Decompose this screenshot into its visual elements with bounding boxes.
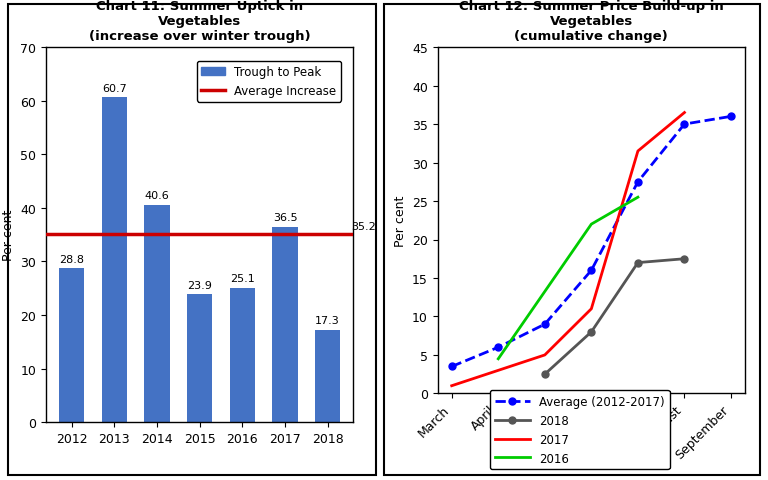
Bar: [101, 98, 127, 422]
Y-axis label: Per cent: Per cent: [394, 195, 406, 246]
Line: 2016: 2016: [498, 198, 638, 359]
2017: [540, 352, 549, 358]
Average (2012-2017): [727, 114, 736, 120]
2018: [680, 256, 689, 262]
Text: 17.3: 17.3: [316, 316, 340, 325]
Bar: [272, 227, 298, 422]
2018: [540, 372, 549, 377]
Title: Chart 11: Summer Uptick in
Vegetables
(increase over winter trough): Chart 11: Summer Uptick in Vegetables (i…: [89, 0, 310, 43]
Line: 2018: 2018: [541, 256, 688, 378]
Text: 40.6: 40.6: [144, 191, 170, 201]
2017: [447, 383, 456, 389]
Legend: Average (2012-2017), 2018, 2017, 2016: Average (2012-2017), 2018, 2017, 2016: [490, 390, 670, 469]
2018: [587, 329, 596, 335]
2017: [587, 306, 596, 312]
Text: 60.7: 60.7: [102, 84, 127, 94]
Text: 23.9: 23.9: [187, 280, 212, 290]
Bar: [59, 268, 84, 422]
Bar: [144, 205, 170, 422]
Bar: [315, 330, 340, 422]
Y-axis label: Per cent: Per cent: [2, 210, 15, 261]
2017: [634, 149, 643, 155]
2017: [680, 110, 689, 116]
Bar: [187, 295, 213, 422]
Average (2012-2017): [447, 364, 456, 370]
Average (2012-2017): [680, 122, 689, 128]
Line: Average (2012-2017): Average (2012-2017): [449, 114, 734, 370]
Line: 2017: 2017: [452, 113, 684, 386]
Bar: [230, 288, 255, 422]
2018: [634, 260, 643, 266]
Average (2012-2017): [540, 322, 549, 327]
2016: [587, 222, 596, 228]
Average (2012-2017): [634, 180, 643, 185]
Average (2012-2017): [587, 268, 596, 274]
2016: [494, 356, 503, 362]
Text: 28.8: 28.8: [59, 254, 84, 264]
Text: 35.2: 35.2: [351, 221, 376, 231]
2016: [634, 195, 643, 201]
Title: Chart 12: Summer Price Build-up in
Vegetables
(cumulative change): Chart 12: Summer Price Build-up in Veget…: [459, 0, 723, 43]
Average (2012-2017): [494, 345, 503, 350]
Legend: Trough to Peak, Average Increase: Trough to Peak, Average Increase: [197, 61, 341, 103]
Text: 25.1: 25.1: [230, 274, 255, 284]
Text: 36.5: 36.5: [273, 213, 297, 223]
